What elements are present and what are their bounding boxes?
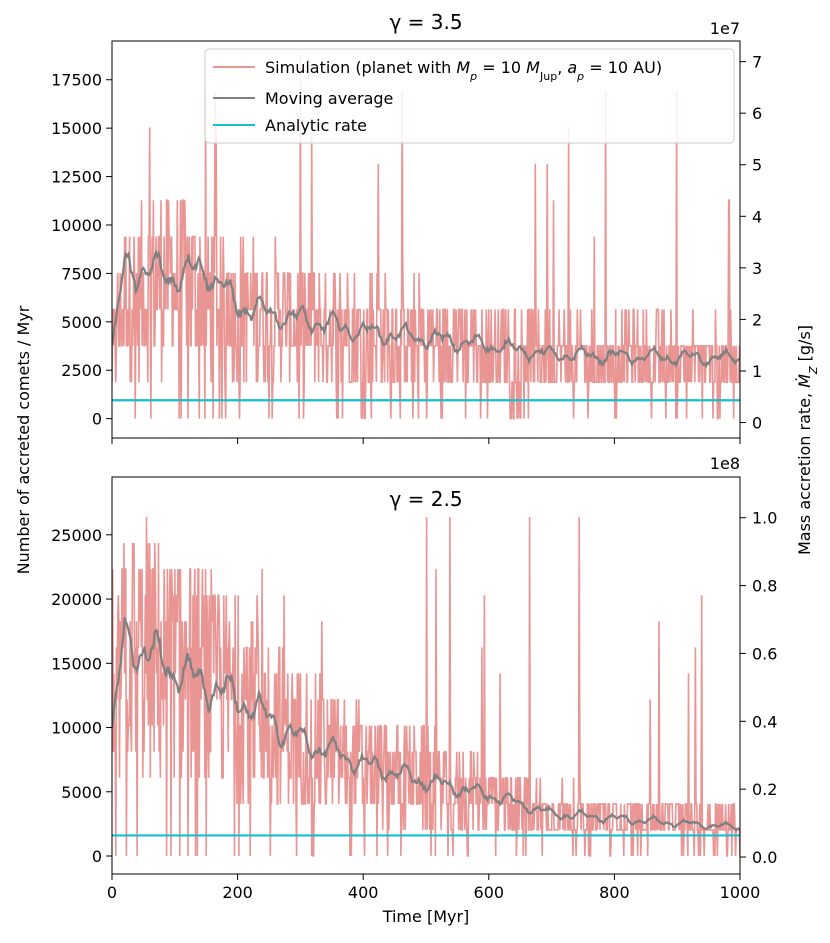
bottom-right-ticks: 0.0 0.2 0.4 0.6 0.8 1.0 <box>740 509 777 867</box>
y2-tick-label: 0.0 <box>752 848 777 867</box>
y-tick-label: 5000 <box>61 783 102 802</box>
x-tick-label: 200 <box>222 883 253 902</box>
bottom-axes-frame <box>111 476 741 875</box>
top-right-ticks: 0 1 2 3 4 5 6 7 <box>740 53 762 433</box>
top-series-layer <box>112 54 740 420</box>
y-tick-label: 0 <box>92 847 102 866</box>
top-axes-frame <box>111 40 741 439</box>
x-tick-label: 400 <box>348 883 379 902</box>
y2-axis-label: Mass accretion rate, ṀZ [g/s] <box>795 325 820 555</box>
legend-box <box>204 48 735 144</box>
x-tick-label: 800 <box>599 883 630 902</box>
y2-tick-label: 6 <box>752 104 762 123</box>
bottom-series-layer <box>112 516 740 857</box>
legend-label-moving-average: Moving average <box>265 89 393 108</box>
y2-tick-label: 7 <box>752 53 762 72</box>
y2-tick-label: 0 <box>752 414 762 433</box>
y-tick-label: 15000 <box>51 119 102 138</box>
y-tick-label: 0 <box>92 410 102 429</box>
y-tick-label: 12500 <box>51 168 102 187</box>
x-tick-label: 1000 <box>720 883 761 902</box>
x-tick-label: 600 <box>474 883 505 902</box>
series-line-moving-average <box>112 248 740 369</box>
legend-label-analytic-rate: Analytic rate <box>265 116 367 135</box>
bottom-left-ticks: 0 5000 10000 15000 20000 25000 <box>51 526 112 866</box>
top-left-ticks: 0 2500 5000 7500 10000 12500 15000 17500 <box>51 71 112 429</box>
y-tick-label: 2500 <box>61 361 102 380</box>
y2-tick-label: 0.6 <box>752 644 777 663</box>
series-line-moving-average <box>112 617 740 832</box>
y-tick-label: 5000 <box>61 313 102 332</box>
y-tick-label: 10000 <box>51 216 102 235</box>
legend: Simulation (planet with Mp = 10 MJup, ap… <box>204 48 735 144</box>
bottom-panel-title: γ = 2.5 <box>389 487 462 511</box>
y-tick-label: 15000 <box>51 654 102 673</box>
y-tick-label: 20000 <box>51 590 102 609</box>
top-x-ticks <box>111 438 741 444</box>
y-tick-label: 10000 <box>51 719 102 738</box>
y2-tick-label: 4 <box>752 207 762 226</box>
series-line-simulation <box>112 54 740 420</box>
top-panel: γ = 3.5 1e7 0 2500 5000 7500 10000 12500 15000… <box>51 10 762 444</box>
top-panel-offset-label: 1e7 <box>710 19 740 38</box>
y2-tick-label: 0.4 <box>752 712 777 731</box>
legend-label-simulation: Simulation (planet with Mp = 10 MJup, ap… <box>265 58 662 83</box>
x-tick-label: 0 <box>107 883 117 902</box>
y2-tick-label: 2 <box>752 310 762 329</box>
y2-tick-label: 3 <box>752 259 762 278</box>
y-tick-label: 17500 <box>51 71 102 90</box>
y2-tick-label: 1 <box>752 362 762 381</box>
y2-tick-label: 0.8 <box>752 577 777 596</box>
top-panel-title: γ = 3.5 <box>389 10 462 34</box>
y-axis-label: Number of accreted comets / Myr <box>14 305 33 574</box>
y2-tick-label: 1.0 <box>752 509 777 528</box>
x-axis-label: Time [Myr] <box>382 907 470 926</box>
bottom-panel-offset-label: 1e8 <box>710 454 740 473</box>
bottom-x-ticks: 0 200 400 600 800 1000 <box>107 874 760 902</box>
series-line-simulation <box>112 516 740 857</box>
y2-tick-label: 0.2 <box>752 780 777 799</box>
y-tick-label: 25000 <box>51 526 102 545</box>
y2-tick-label: 5 <box>752 156 762 175</box>
y-tick-label: 7500 <box>61 264 102 283</box>
